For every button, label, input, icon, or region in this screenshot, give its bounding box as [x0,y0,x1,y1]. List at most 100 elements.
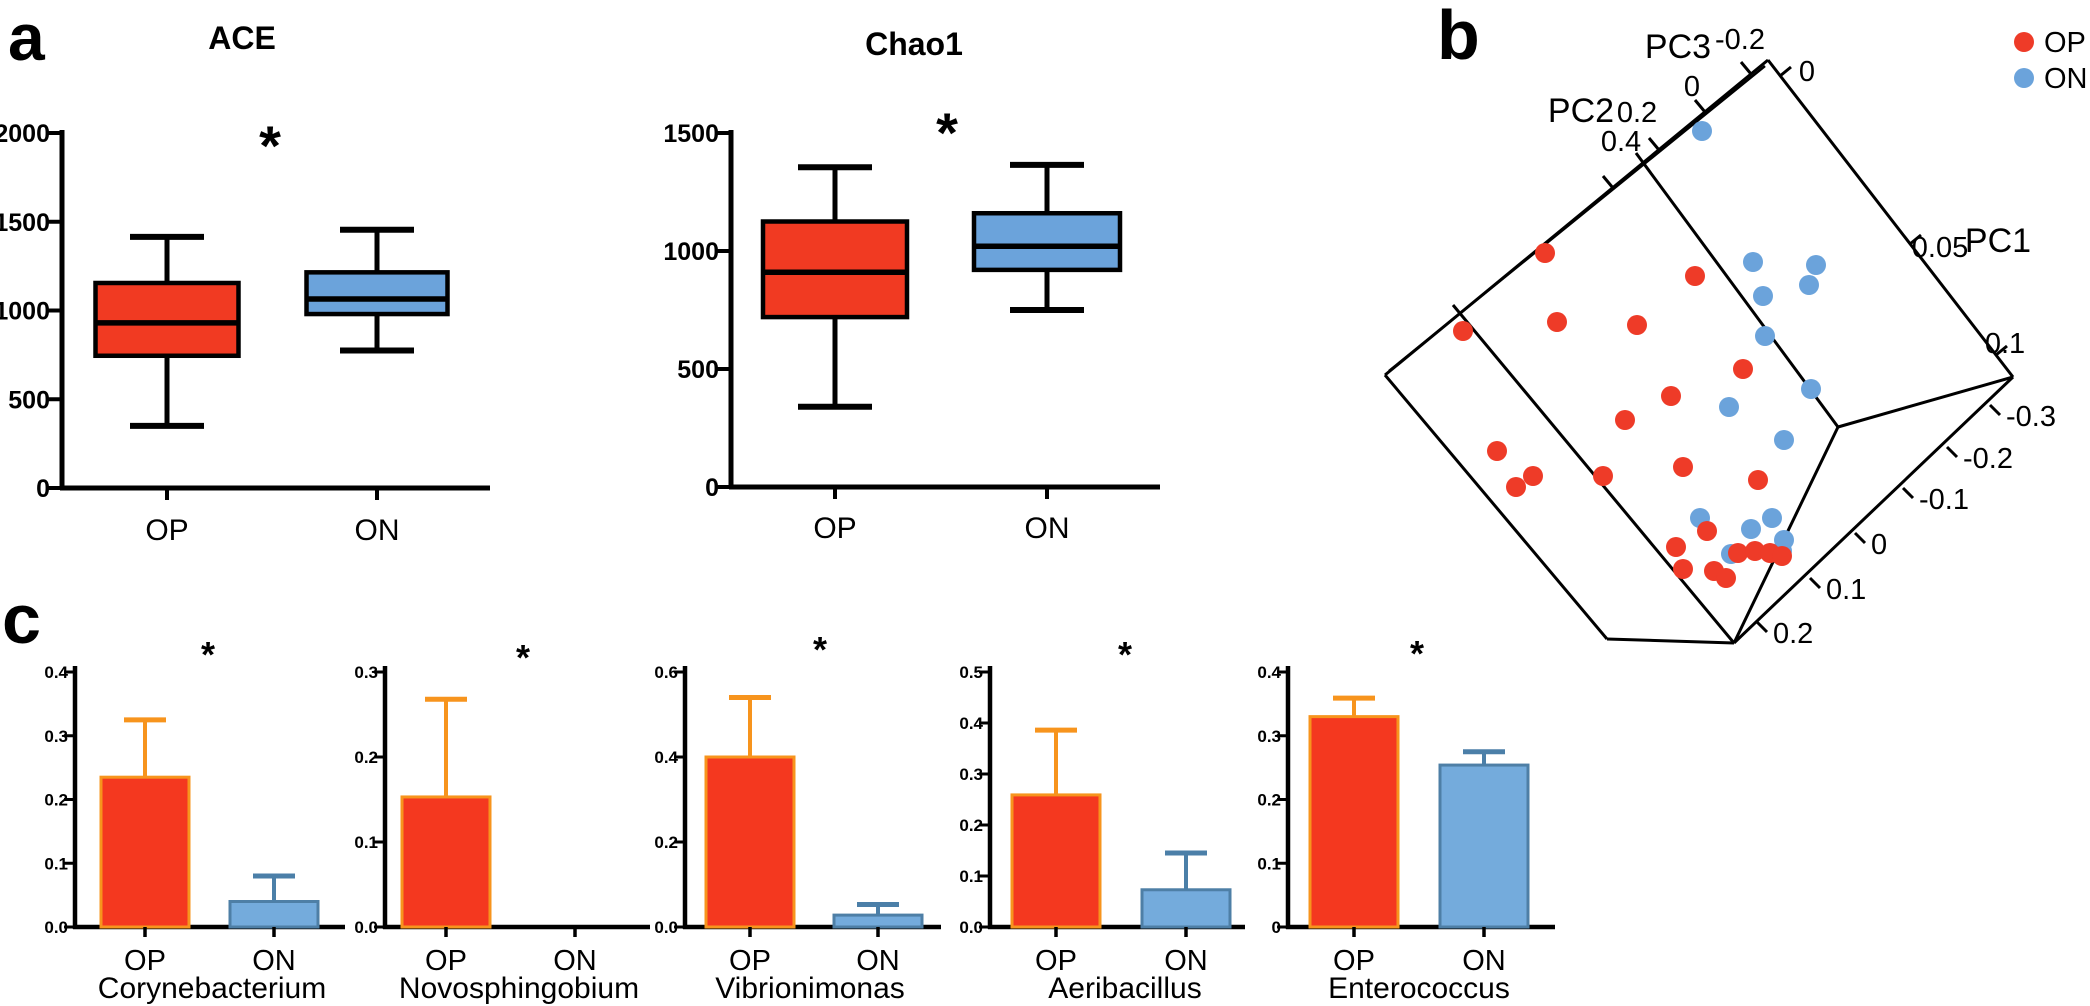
pca-pc1-tick [1779,65,1792,78]
aeribacillus-y-tick-label: 0.2 [959,816,983,835]
pca-box-edge [1837,375,2014,429]
ace-significance: * [259,114,281,177]
pca-depth-tick [1755,620,1769,634]
pca-point-on [1762,508,1782,528]
pca-pc2-tick-label: 0.2 [1617,97,1657,129]
chao1-y-tick-label: 1000 [663,238,719,266]
pca-point-op [1685,266,1705,286]
pca-point-on [1741,519,1761,539]
vibrionimonas-significance: * [813,629,827,670]
panel-b-label: b [1437,0,1480,74]
pca-point-op [1697,521,1717,541]
pca-depth-tick [1945,445,1959,459]
vibrionimonas-title: Vibrionimonas [715,972,905,1005]
pca-depth-tick-label: -0.3 [2006,401,2056,433]
pca-point-on [1774,430,1794,450]
pca-depth-tick [1901,486,1915,500]
enterococcus-y-tick-label: 0.4 [1257,663,1281,682]
novosphingobium-category-label: OP [425,945,467,977]
aeribacillus-y-tick-label: 0.5 [959,663,983,682]
corynebacterium-y-tick-label: 0.3 [44,727,68,746]
panel-c-label: c [2,580,41,658]
pca-point-on [1806,255,1826,275]
pca-point-op [1661,386,1681,406]
enterococcus-significance: * [1410,633,1424,674]
enterococcus-y-tick-label: 0 [1272,918,1281,937]
corynebacterium-y-tick-label: 0.2 [44,791,68,810]
corynebacterium-y-tick-label: 0.0 [44,918,68,937]
pca-point-op [1523,466,1543,486]
pca-depth-tick [1988,403,2002,417]
pca-point-on [1799,275,1819,295]
chao1-box-op [760,219,910,320]
pca-point-op [1728,543,1748,563]
ace-category-label: OP [145,514,188,547]
ace-y-tick-label: 500 [8,386,50,414]
pca-point-on [1753,286,1773,306]
corynebacterium-y-tick-label: 0.4 [44,663,68,682]
pca-pc3-tick-label: 0 [1684,71,1700,103]
corynebacterium-bar-op [99,775,191,929]
pca-pc1-tick [1909,233,1922,246]
chao1-box-on [971,210,1123,273]
ace-box-op [93,280,241,359]
pca-pc2-tick-label: 0.4 [1601,126,1641,158]
pca-box-edge [1383,374,1609,640]
pca-point-op [1547,312,1567,332]
novosphingobium-y-tick-label: 0.3 [354,663,378,682]
legend-label-op: OP [2044,27,2086,59]
corynebacterium-category-label: ON [252,945,296,977]
enterococcus-y-tick-label: 0.3 [1257,727,1281,746]
corynebacterium-y-tick-label: 0.1 [44,854,68,873]
pca-pc3-axis-label: PC3 [1645,28,1711,66]
ace-y-tick-label: 1500 [0,209,50,237]
aeribacillus-y-tick-label: 0.0 [959,918,983,937]
pca-box-edge [1606,637,1735,645]
pca-point-op [1627,315,1647,335]
aeribacillus-y-tick-label: 0.4 [959,714,983,733]
pca-point-op [1453,321,1473,341]
pca-box-edge [1766,59,2015,378]
pca-point-op [1772,546,1792,566]
enterococcus-y-tick-label: 0.1 [1257,854,1281,873]
aeribacillus-category-label: OP [1035,945,1077,977]
pca-depth-tick-label: 0.1 [1826,574,1866,606]
pca-point-op [1673,559,1693,579]
aeribacillus-y-tick-label: 0.3 [959,765,983,784]
pca-depth-tick-label: -0.1 [1919,484,1969,516]
enterococcus-y-tick-label: 0.2 [1257,791,1281,810]
pca-pc1-axis-label: PC1 [1965,222,2031,260]
pca-box-edge [1634,152,1840,428]
aeribacillus-bar-op [1010,793,1102,929]
pca-pc3-tick [1693,99,1707,113]
pca-pc3-tick [1739,61,1753,75]
novosphingobium-title: Novosphingobium [399,972,639,1005]
corynebacterium-significance: * [201,634,215,675]
pca-point-op [1615,410,1635,430]
legend-dot-op [2014,32,2034,52]
pca-pc1-tick-label: 0.05 [1912,232,1968,264]
pca-point-on [1755,326,1775,346]
vibrionimonas-category-label: OP [729,945,771,977]
vibrionimonas-y-tick-label: 0.0 [654,918,678,937]
pca-depth-tick-label: 0 [1871,529,1887,561]
pca-pc1-tick [1995,344,2008,357]
novosphingobium-y-tick-label: 0.0 [354,918,378,937]
pca-point-op [1748,470,1768,490]
vibrionimonas-bar-on [832,913,924,929]
ace-y-tick-label: 0 [36,475,50,503]
corynebacterium-category-label: OP [124,945,166,977]
novosphingobium-y-tick-label: 0.1 [354,833,378,852]
pca-point-on [1743,252,1763,272]
novosphingobium-significance: * [516,637,530,678]
ace-y-tick-label: 2000 [0,120,50,148]
ace-category-label: ON [355,514,400,547]
pca-pc2-axis-label: PC2 [1548,92,1614,130]
chao1-category-label: OP [813,512,856,545]
novosphingobium-y-tick-label: 0.2 [354,748,378,767]
chao1-y-tick-label: 500 [677,356,719,384]
vibrionimonas-category-label: ON [856,945,900,977]
aeribacillus-y-tick-label: 0.1 [959,867,983,886]
